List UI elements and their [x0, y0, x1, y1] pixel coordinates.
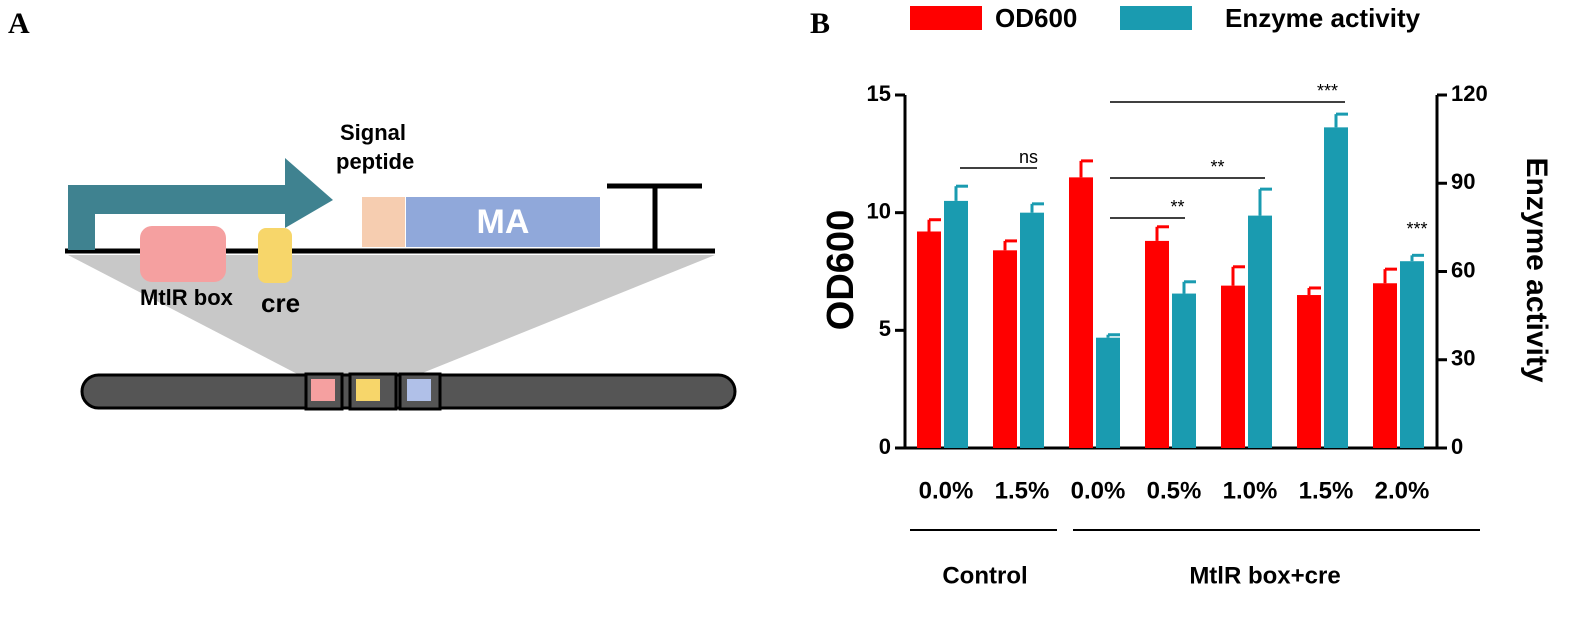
- bar: [1297, 295, 1321, 448]
- chart: 0 5 10 15 0 30 60 90 120 OD600 Enzyme activity OD60…: [820, 3, 1553, 589]
- box-label: MtlR box: [140, 285, 234, 310]
- panel-label: A: [8, 7, 30, 40]
- mtlr-box: [140, 226, 226, 282]
- group-label: Control: [942, 562, 1027, 589]
- signal-label: Signal: [340, 120, 406, 145]
- gene-label: MA: [477, 203, 530, 241]
- bar: [1373, 283, 1397, 448]
- panel-a: A MA MtlR box cre Signal peptide: [8, 7, 737, 411]
- y-tick-label: 0: [879, 434, 891, 459]
- bar: [993, 250, 1017, 448]
- chromosome-mark: [407, 379, 431, 401]
- x-tick-label: 0.0%: [1071, 477, 1126, 504]
- significance-label: ***: [1317, 81, 1338, 101]
- signal-label: peptide: [336, 149, 414, 174]
- cre-box: [258, 228, 292, 283]
- y2-tick-label: 0: [1451, 434, 1463, 459]
- legend-label: OD600: [995, 3, 1077, 33]
- y2-tick-label: 90: [1451, 169, 1475, 194]
- y2-tick-label: 120: [1451, 81, 1488, 106]
- bar: [917, 231, 941, 448]
- gene-box: [406, 197, 600, 247]
- bar: [1221, 285, 1245, 448]
- x-tick-label: 2.0%: [1375, 477, 1430, 504]
- chromosome-mark: [311, 379, 335, 401]
- group-label: MtlR box+cre: [1189, 562, 1340, 589]
- y-axis-title: OD600: [820, 210, 862, 330]
- panel-label: B: [810, 7, 830, 40]
- y2-tick-label: 30: [1451, 346, 1475, 371]
- y-tick-label: 10: [867, 198, 891, 223]
- bar: [1172, 293, 1196, 448]
- y2-tick-label: 60: [1451, 257, 1475, 282]
- bar: [1324, 127, 1348, 448]
- legend-swatch: [1120, 6, 1192, 30]
- y-tick-label: 5: [879, 316, 891, 341]
- bar: [1096, 337, 1120, 448]
- significance-label: ns: [1019, 147, 1038, 167]
- x-tick-label: 0.0%: [919, 477, 974, 504]
- significance-label: **: [1210, 157, 1224, 177]
- significance-label: **: [1170, 197, 1184, 217]
- zoom-region: [68, 255, 715, 378]
- x-tick-label: 0.5%: [1147, 477, 1202, 504]
- x-tick-label: 1.5%: [995, 477, 1050, 504]
- legend-swatch: [910, 6, 982, 30]
- x-tick-label: 1.5%: [1299, 477, 1354, 504]
- cre-label: cre: [261, 288, 300, 318]
- chromosome-mark: [356, 379, 380, 401]
- bar: [1020, 212, 1044, 448]
- significance-label: ***: [1406, 219, 1427, 239]
- bar: [1400, 261, 1424, 448]
- promoter-arrow: [68, 158, 333, 250]
- legend-label: Enzyme activity: [1225, 3, 1421, 33]
- signal-peptide-box: [362, 197, 405, 247]
- x-tick-label: 1.0%: [1223, 477, 1278, 504]
- bar: [1069, 177, 1093, 448]
- bar: [944, 200, 968, 448]
- bar: [1145, 240, 1169, 448]
- bar: [1248, 215, 1272, 448]
- y2-axis-title: Enzyme activity: [1520, 157, 1553, 382]
- y-tick-label: 15: [867, 81, 891, 106]
